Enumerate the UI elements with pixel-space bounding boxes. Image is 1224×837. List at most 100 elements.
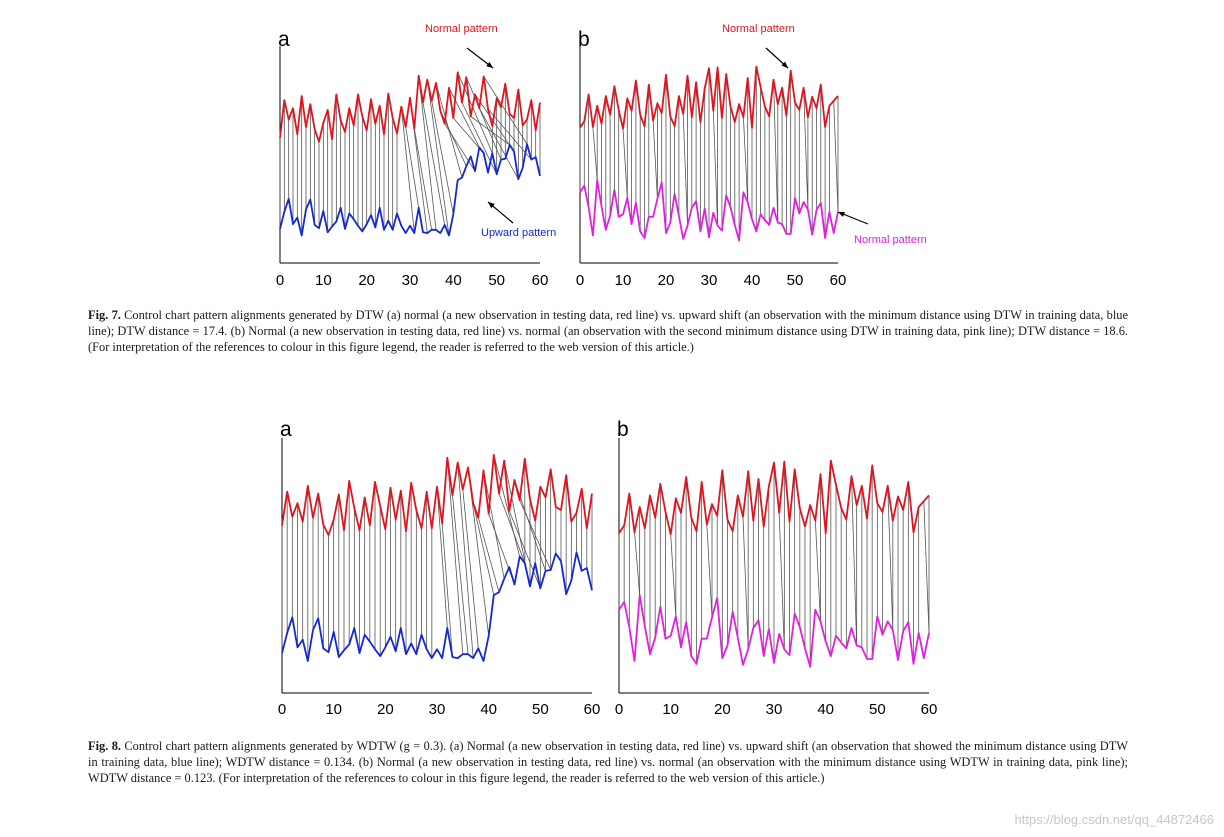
arrow-head <box>781 61 788 68</box>
annotation-label: Normal pattern <box>425 23 498 35</box>
series-line-1 <box>579 179 839 242</box>
arrow-head <box>486 61 493 68</box>
x-tick-label: 50 <box>787 272 804 289</box>
alignment-line <box>441 523 453 658</box>
x-tick-label: 30 <box>402 272 419 289</box>
x-tick-label: 20 <box>358 272 375 289</box>
alignment-lines <box>579 66 839 241</box>
x-tick-label: 60 <box>532 272 549 289</box>
alignment-line <box>457 72 493 154</box>
x-tick-label: 40 <box>744 272 761 289</box>
alignment-line <box>712 110 718 226</box>
fig8-panel-a: a 0 10 20 30 40 50 60 <box>270 418 610 723</box>
panel-letter: b <box>578 28 590 51</box>
fig7-panel-a: a 0 10 20 30 40 50 60 Normal pattern Upward patt… <box>270 23 560 293</box>
alignment-line <box>498 493 526 564</box>
series-line-0 <box>281 453 593 536</box>
alignment-line <box>462 489 479 649</box>
alignment-line <box>446 457 464 655</box>
x-tick-label: 10 <box>662 701 679 718</box>
fig8-caption: Fig. 8. Control chart pattern alignments… <box>88 738 1128 786</box>
annotation-label: Normal pattern <box>854 234 927 246</box>
fig7b-chart: 0 10 20 30 40 50 60 Normal pattern Normal patter… <box>576 23 927 289</box>
x-tick-label: 60 <box>584 701 601 718</box>
arrow-head <box>488 202 495 209</box>
alignment-line <box>400 106 415 234</box>
alignment-line <box>431 100 454 215</box>
caption-text: Control chart pattern alignments generat… <box>88 739 1128 785</box>
alignment-line <box>622 128 628 199</box>
x-tick-label: 0 <box>576 272 584 289</box>
alignment-line <box>493 454 521 557</box>
alignment-line <box>773 79 779 223</box>
panel-letter: b <box>617 418 629 441</box>
caption-label: Fig. 7. <box>88 308 121 322</box>
alignment-lines <box>618 460 930 667</box>
alignment-line <box>483 470 505 579</box>
fig8a-chart: 0 10 20 30 40 50 60 <box>278 438 601 718</box>
fig7a-chart: 0 10 20 30 40 50 60 Normal pattern Upward patter… <box>276 23 556 289</box>
x-tick-label: 30 <box>429 701 446 718</box>
x-tick-label: 40 <box>817 701 834 718</box>
alignment-line <box>887 485 894 630</box>
alignment-line <box>436 486 448 629</box>
alignment-line <box>706 524 713 618</box>
x-tick-label: 10 <box>315 272 332 289</box>
fig8b-chart: 0 10 20 30 40 50 60 <box>615 438 938 718</box>
x-tick-label: 50 <box>869 701 886 718</box>
alignment-line <box>418 75 437 230</box>
alignment-lines <box>281 454 593 661</box>
alignment-lines <box>279 72 541 236</box>
x-tick-label: 60 <box>921 701 938 718</box>
alignment-line <box>448 87 480 148</box>
x-tick-label: 40 <box>480 701 497 718</box>
x-tick-label: 0 <box>615 701 623 718</box>
alignment-line <box>670 534 677 617</box>
alignment-line <box>814 520 821 622</box>
alignment-line <box>652 120 658 199</box>
annotation-label: Upward pattern <box>481 227 556 239</box>
watermark: https://blog.csdn.net/qq_44872466 <box>1014 812 1215 827</box>
x-tick-label: 10 <box>325 701 342 718</box>
fig7-panel-b: b 0 10 20 30 40 50 60 Normal pattern Normal patt… <box>570 23 927 293</box>
alignment-line <box>405 126 420 208</box>
fig8-panel-b: b 0 10 20 30 40 50 60 <box>605 418 945 723</box>
alignment-line <box>592 126 598 181</box>
alignment-line <box>634 532 641 596</box>
x-tick-label: 30 <box>701 272 718 289</box>
alignment-line <box>426 79 450 236</box>
series-line-1 <box>281 551 593 662</box>
alignment-line <box>413 128 433 230</box>
x-tick-label: 20 <box>714 701 731 718</box>
fig7-caption: Fig. 7. Control chart pattern alignments… <box>88 307 1128 355</box>
alignment-line <box>474 94 515 152</box>
x-tick-label: 0 <box>276 272 284 289</box>
x-tick-label: 50 <box>532 701 549 718</box>
x-tick-label: 20 <box>658 272 675 289</box>
alignment-line <box>923 501 930 633</box>
alignment-line <box>470 116 510 146</box>
x-tick-label: 0 <box>278 701 286 718</box>
series-line-1 <box>279 143 541 237</box>
series-line-1 <box>618 594 930 668</box>
annotation-label: Normal pattern <box>722 23 795 35</box>
alignment-line <box>803 87 809 210</box>
arrow-head <box>838 211 845 217</box>
x-tick-label: 30 <box>766 701 783 718</box>
alignment-line <box>452 495 469 655</box>
x-tick-label: 50 <box>488 272 505 289</box>
series-line-0 <box>618 459 930 536</box>
alignment-line <box>472 503 495 596</box>
alignment-line <box>742 516 749 650</box>
alignment-line <box>682 113 688 226</box>
alignment-line <box>465 77 502 160</box>
alignment-line <box>478 108 519 180</box>
panel-letter: a <box>278 28 290 51</box>
alignment-line <box>778 512 785 650</box>
alignment-line <box>444 123 476 172</box>
alignment-line <box>477 517 500 593</box>
caption-label: Fig. 8. <box>88 739 121 753</box>
x-tick-label: 20 <box>377 701 394 718</box>
series-line-0 <box>279 71 541 143</box>
x-tick-label: 10 <box>615 272 632 289</box>
